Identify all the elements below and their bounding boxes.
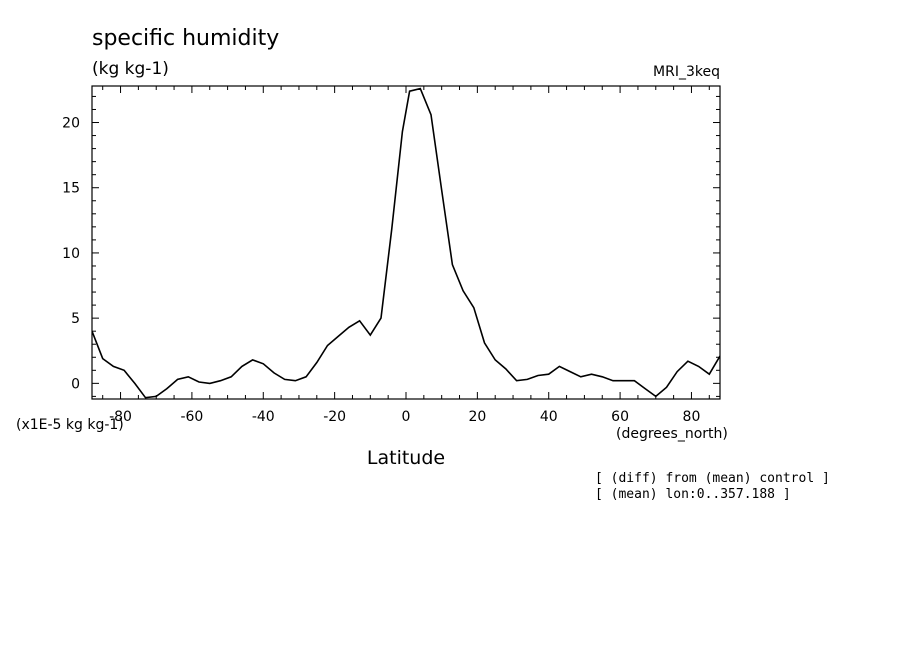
x-tick-label: 40 [540, 409, 558, 425]
y-scale-label: (x1E-5 kg kg-1) [16, 417, 124, 433]
ticks: -80 -60 -40 -20 0 20 40 60 80 0 5 10 15 20 [62, 86, 720, 425]
series-line-0 [92, 87, 720, 399]
y-tick-label: 5 [71, 311, 80, 327]
x-tick-label: 20 [468, 409, 486, 425]
x-tick-label: -80 [109, 409, 132, 425]
x-tick-label: -40 [252, 409, 275, 425]
note-line-2: [ (mean) lon:0..357.188 ] [595, 487, 791, 502]
note-line-1: [ (diff) from (mean) control ] [595, 471, 830, 486]
x-tick-label: -20 [323, 409, 346, 425]
chart-title: specific humidity [92, 26, 279, 51]
x-axis-label: Latitude [367, 447, 445, 469]
y-tick-label: 0 [71, 376, 80, 392]
y-tick-label: 10 [62, 246, 80, 262]
y-tick-label: 15 [62, 181, 80, 197]
x-tick-label: 60 [611, 409, 629, 425]
plot-frame [91, 85, 721, 400]
chart-units: (kg kg-1) [92, 59, 169, 79]
x-tick-label: 80 [683, 409, 701, 425]
series [92, 87, 720, 399]
model-label: MRI_3keq [653, 64, 720, 80]
x-tick-label: -60 [180, 409, 203, 425]
axes [91, 85, 721, 400]
x-units-label: (degrees_north) [616, 426, 728, 442]
x-tick-label: 0 [402, 409, 411, 425]
y-tick-label: 20 [62, 116, 80, 132]
